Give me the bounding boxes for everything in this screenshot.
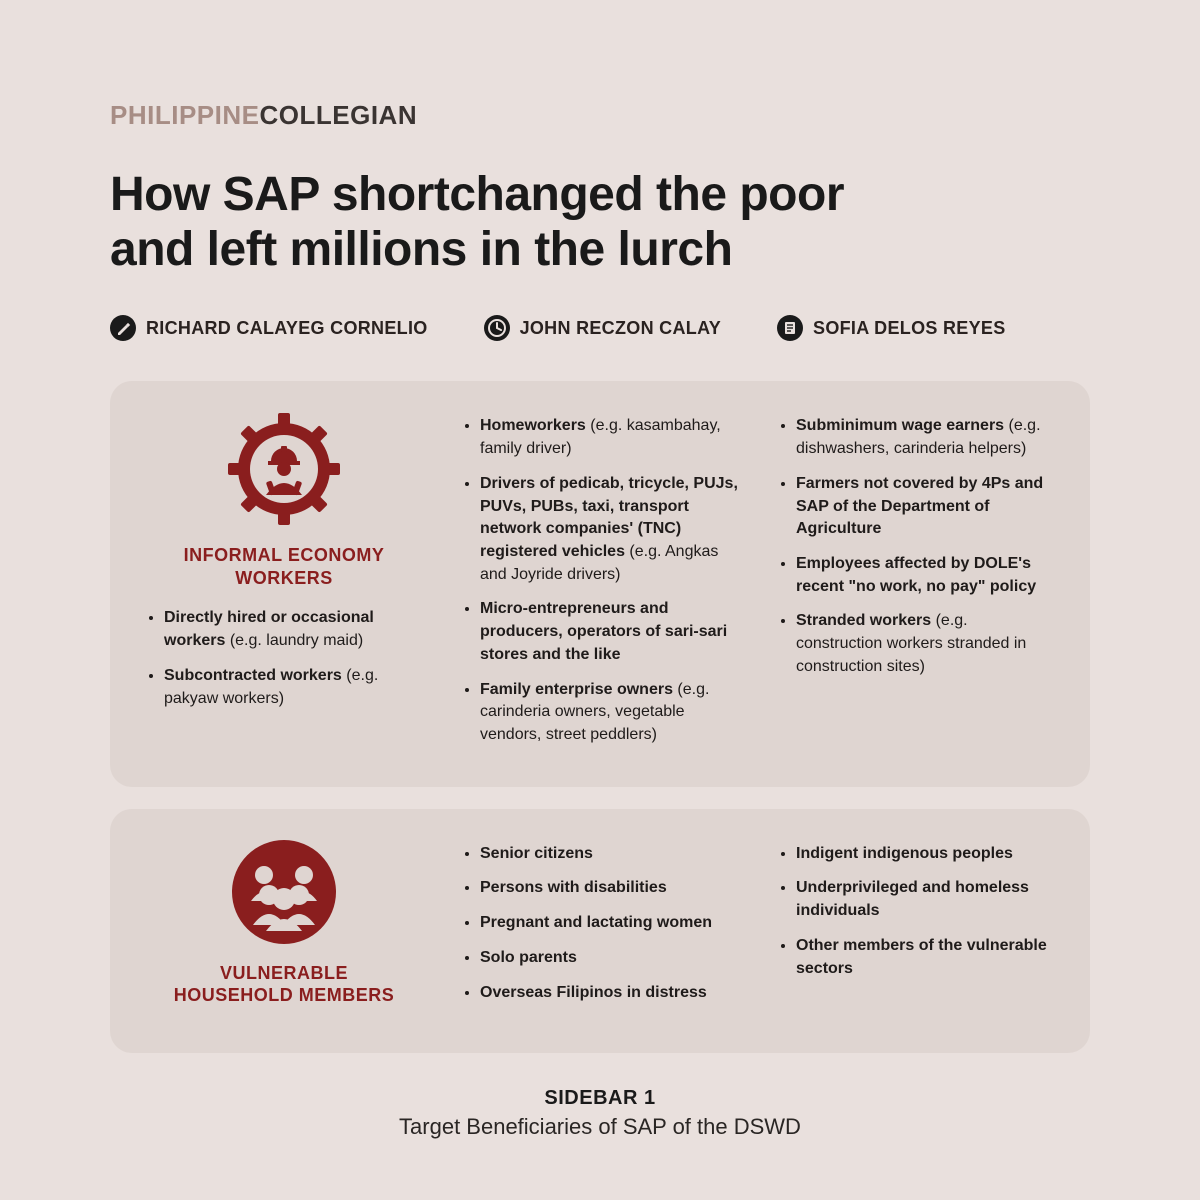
masthead-word-1: PHILIPPINE [110,100,259,130]
panel-left-col: VULNERABLE HOUSEHOLD MEMBERS [144,837,424,1025]
panel-right-col: Subminimum wage earners (e.g. dishwasher… [776,409,1056,758]
gear-worker-icon [224,409,344,534]
author-name: RICHARD CALAYEG CORNELIO [146,318,428,339]
list-item: Drivers of pedicab, tricycle, PUJs, PUVs… [480,473,740,587]
list-item: Pregnant and lactating women [480,912,740,935]
masthead: PHILIPPINECOLLEGIAN [110,100,1090,131]
headline: How SAP shortchanged the poor and left m… [110,167,930,277]
item-list: Senior citizens Persons with disabilities… [460,843,740,1005]
list-item: Stranded workers (e.g. construction work… [796,610,1056,678]
panel-mid-col: Senior citizens Persons with disabilities… [460,837,740,1025]
item-list: Directly hired or occasional workers (e.… [144,607,424,722]
doc-circle-icon [777,315,803,341]
list-item: Senior citizens [480,843,740,866]
category-title: INFORMAL ECONOMY WORKERS [184,544,385,589]
list-item: Overseas Filipinos in distress [480,982,740,1005]
pen-circle-icon [110,315,136,341]
list-item: Solo parents [480,947,740,970]
list-item: Homeworkers (e.g. kasambahay, family dri… [480,415,740,460]
category-title: VULNERABLE HOUSEHOLD MEMBERS [174,962,395,1007]
list-item: Family enterprise owners (e.g. carinderi… [480,679,740,747]
item-list: Subminimum wage earners (e.g. dishwasher… [776,415,1056,678]
caption-title: SIDEBAR 1 [110,1087,1090,1110]
caption-subtitle: Target Beneficiaries of SAP of the DSWD [110,1114,1090,1140]
list-item: Micro-entrepreneurs and producers, opera… [480,598,740,666]
list-item: Farmers not covered by 4Ps and SAP of th… [796,473,1056,541]
item-list: Homeworkers (e.g. kasambahay, family dri… [460,415,740,746]
list-item: Persons with disabilities [480,877,740,900]
author-3: SOFIA DELOS REYES [777,315,1005,341]
list-item: Subminimum wage earners (e.g. dishwasher… [796,415,1056,460]
list-item: Employees affected by DOLE's recent "no … [796,553,1056,598]
panel-left-col: INFORMAL ECONOMY WORKERS Directly hired … [144,409,424,758]
figure-caption: SIDEBAR 1 Target Beneficiaries of SAP of… [110,1087,1090,1140]
author-name: JOHN RECZON CALAY [520,318,721,339]
list-item: Other members of the vulnerable sectors [796,935,1056,980]
panel-vulnerable-members: VULNERABLE HOUSEHOLD MEMBERS Senior citi… [110,809,1090,1053]
panel-mid-col: Homeworkers (e.g. kasambahay, family dri… [460,409,740,758]
author-row: RICHARD CALAYEG CORNELIO JOHN RECZON CAL… [110,315,1090,341]
panel-informal-economy: INFORMAL ECONOMY WORKERS Directly hired … [110,381,1090,786]
list-item: Underprivileged and homeless individuals [796,877,1056,922]
list-item: Subcontracted workers (e.g. pakyaw worke… [164,665,424,710]
author-name: SOFIA DELOS REYES [813,318,1005,339]
list-item: Indigent indigenous peoples [796,843,1056,866]
clock-circle-icon [484,315,510,341]
panel-right-col: Indigent indigenous peoples Underprivileg… [776,837,1056,1025]
item-list: Indigent indigenous peoples Underprivileg… [776,843,1056,981]
people-group-icon [229,837,339,952]
list-item: Directly hired or occasional workers (e.… [164,607,424,652]
author-2: JOHN RECZON CALAY [484,315,721,341]
author-1: RICHARD CALAYEG CORNELIO [110,315,428,341]
masthead-word-2: COLLEGIAN [259,100,417,130]
